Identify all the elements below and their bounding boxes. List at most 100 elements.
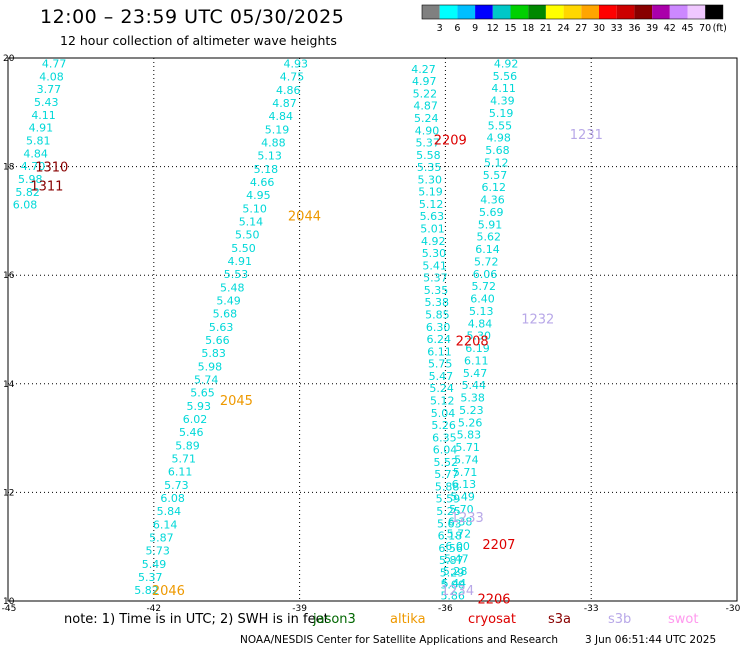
wave-height-value: 5.70 [449,503,474,516]
wave-height-value: 6.14 [153,518,178,531]
legend-swatch [581,5,599,19]
wave-height-value: 5.47 [429,370,454,383]
pass-number-label: 2206 [477,592,510,607]
wave-height-value: 5.30 [418,173,443,186]
wave-height-value: 5.52 [433,456,458,469]
wave-height-value: 5.84 [157,505,182,518]
pass-number-label: 2046 [152,584,185,599]
wave-height-value: 5.65 [190,387,215,400]
pass-number-label: 1231 [570,128,603,143]
wave-height-value: 5.62 [476,231,501,244]
wave-height-value: 5.12 [419,198,444,211]
pass-number-label: 1310 [35,161,68,176]
sat-label-altika: altika [390,612,426,627]
wave-height-value: 5.66 [205,334,230,347]
legend-label: 27 [575,23,587,34]
legend-label: 45 [681,23,693,34]
sat-label-s3b: s3b [608,612,632,627]
wave-height-value: 5.53 [224,268,249,281]
pass-number-label: 1311 [30,180,63,195]
legend-label: 21 [540,23,552,34]
wave-height-value: 5.38 [460,392,485,405]
legend-swatch [475,5,493,19]
legend-label: 6 [454,23,460,34]
legend-label: 42 [664,23,676,34]
map-subtitle: 12 hour collection of altimeter wave hei… [60,33,337,48]
wave-height-value: 4.66 [250,176,275,189]
wave-height-value: 5.74 [194,373,219,386]
wave-height-value: 6.08 [160,492,185,505]
legend-swatch [528,5,546,19]
map-title: 12:00 – 23:59 UTC 05/30/2025 [40,6,345,28]
legend-swatch [599,5,617,19]
wave-height-value: 4.86 [276,84,301,97]
wave-height-value: 5.44 [462,379,487,392]
wave-height-value: 4.84 [468,317,493,330]
wave-height-value: 5.04 [431,407,456,420]
wave-height-value: 5.37 [138,571,163,584]
wave-height-value: 4.11 [491,82,516,95]
wave-height-value: 4.77 [42,57,67,70]
wave-height-value: 6.12 [481,181,506,194]
sat-label-cryosat: cryosat [468,612,516,627]
legend-swatch [422,5,440,19]
wave-height-value: 5.47 [444,552,469,565]
wave-height-value: 6.11 [464,354,489,367]
legend-label: 70 [699,23,711,34]
wave-height-value: 6.19 [465,342,490,355]
wave-height-value: 5.71 [172,452,197,465]
x-tick-label: -42 [146,604,161,614]
wave-height-value: 5.12 [430,394,455,407]
wave-height-value: 5.48 [220,281,245,294]
y-tick-label: 14 [3,380,15,390]
wave-height-value: 5.50 [231,242,256,255]
wave-height-value: 5.71 [455,441,480,454]
legend-swatch [634,5,653,19]
wave-height-value: 5.83 [457,429,482,442]
wave-height-value: 5.71 [453,466,478,479]
wave-height-value: 4.92 [421,235,446,248]
wave-height-value: 5.49 [216,294,241,307]
wave-height-value: 4.93 [283,57,308,70]
wave-height-value: 5.30 [467,330,492,343]
legend-label: 15 [504,23,516,34]
wave-height-value: 5.83 [201,347,226,360]
footer-timestamp: 3 Jun 06:51:44 UTC 2025 [585,634,717,646]
wave-height-value: 5.87 [439,554,464,567]
wave-height-value: 5.47 [463,367,488,380]
legend-label: 12 [487,23,499,34]
wave-height-value: 5.19 [265,123,290,136]
wave-height-value: 5.49 [450,491,475,504]
wave-height-value: 5.82 [15,186,40,199]
wave-height-value: 5.35 [424,284,449,297]
wave-height-value: 6.00 [445,540,470,553]
wave-height-value: 4.95 [246,189,271,202]
sat-label-jason3: jason3 [313,612,356,627]
legend-swatch [510,5,529,19]
legend-swatch [457,5,476,19]
wave-height-value: 5.68 [213,308,238,321]
wave-height-value: 6.02 [183,413,208,426]
wave-height-value: 4.88 [261,136,286,149]
wave-height-value: 5.13 [257,150,282,163]
legend-label: 24 [558,23,570,34]
wave-height-value: 5.56 [493,70,518,83]
wave-height-value: 5.44 [442,577,467,590]
wave-height-value: 4.91 [29,122,54,135]
wave-height-value: 5.91 [478,218,503,231]
wave-height-value: 5.37 [415,137,440,150]
wave-height-value: 5.25 [436,505,461,518]
color-legend: 3 6 9 12 15 18 21 24 27 30 33 36 39 42 45 70 (ft) [421,4,727,34]
wave-height-value: 5.43 [34,96,59,109]
wave-height-value: 6.14 [475,243,500,256]
wave-height-value: 5.24 [429,382,454,395]
legend-label: 39 [646,23,658,34]
legend-label: 18 [522,23,534,34]
wave-height-value: 6.40 [470,293,495,306]
wave-height-value: 5.19 [489,107,514,120]
wave-height-value: 6.11 [427,345,452,358]
wave-height-value: 5.38 [424,296,449,309]
wave-height-value: 5.28 [443,565,468,578]
wave-height-value: 5.73 [145,545,170,558]
